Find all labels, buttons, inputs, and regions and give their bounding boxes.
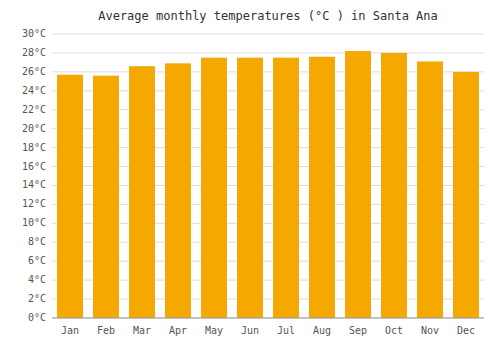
bar [165, 63, 191, 318]
x-tick-label: Oct [385, 325, 403, 336]
x-tick-label: Aug [313, 325, 331, 336]
y-tick-label: 30°C [22, 28, 46, 39]
x-tick-label: Sep [349, 325, 367, 336]
x-tick-label: Nov [421, 325, 439, 336]
x-tick-label: Jan [61, 325, 79, 336]
y-tick-label: 12°C [22, 198, 46, 209]
x-tick-label: Jun [241, 325, 259, 336]
x-tick-label: Dec [457, 325, 475, 336]
bar [309, 57, 335, 318]
y-tick-label: 8°C [28, 236, 46, 247]
grid-line [52, 52, 484, 53]
bar [57, 75, 83, 318]
chart-container: Average monthly temperatures (°C ) in Sa… [0, 0, 500, 350]
bar [237, 58, 263, 318]
y-tick-label: 24°C [22, 85, 46, 96]
y-tick-label: 20°C [22, 123, 46, 134]
y-tick-label: 18°C [22, 142, 46, 153]
x-tick-labels: Jan Feb Mar Apr May Jun Jul Aug Sep Oct Nov Dec [61, 325, 475, 336]
y-tick-label: 14°C [22, 179, 46, 190]
y-grid [52, 34, 484, 318]
bar [201, 58, 227, 318]
bar [345, 51, 371, 318]
x-tick-label: Feb [97, 325, 115, 336]
x-axis-line [52, 318, 484, 319]
x-tick-label: Apr [169, 325, 187, 336]
y-tick-label: 28°C [22, 47, 46, 58]
bar [273, 58, 299, 318]
grid-line [52, 318, 484, 319]
chart-svg: Average monthly temperatures (°C ) in Sa… [0, 0, 500, 350]
grid-line [52, 34, 484, 35]
y-tick-label: 22°C [22, 104, 46, 115]
y-tick-label: 4°C [28, 274, 46, 285]
y-tick-label: 16°C [22, 161, 46, 172]
y-tick-label: 10°C [22, 217, 46, 228]
x-tick-label: Mar [133, 325, 151, 336]
title: Average monthly temperatures (°C ) in Sa… [98, 9, 438, 23]
y-tick-label: 6°C [28, 255, 46, 266]
bar [453, 72, 479, 318]
x-tick-label: May [205, 325, 223, 336]
bar [381, 53, 407, 318]
bars [57, 51, 479, 318]
bar [417, 61, 443, 318]
bar [129, 66, 155, 318]
bar [93, 76, 119, 318]
y-tick-label: 26°C [22, 66, 46, 77]
y-tick-label: 0°C [28, 312, 46, 323]
y-tick-label: 2°C [28, 293, 46, 304]
y-tick-labels: 0°C 2°C 4°C 6°C 8°C 10°C 12°C 14°C 16°C 18°C 20°C 2… [22, 28, 46, 323]
x-tick-label: Jul [277, 325, 295, 336]
